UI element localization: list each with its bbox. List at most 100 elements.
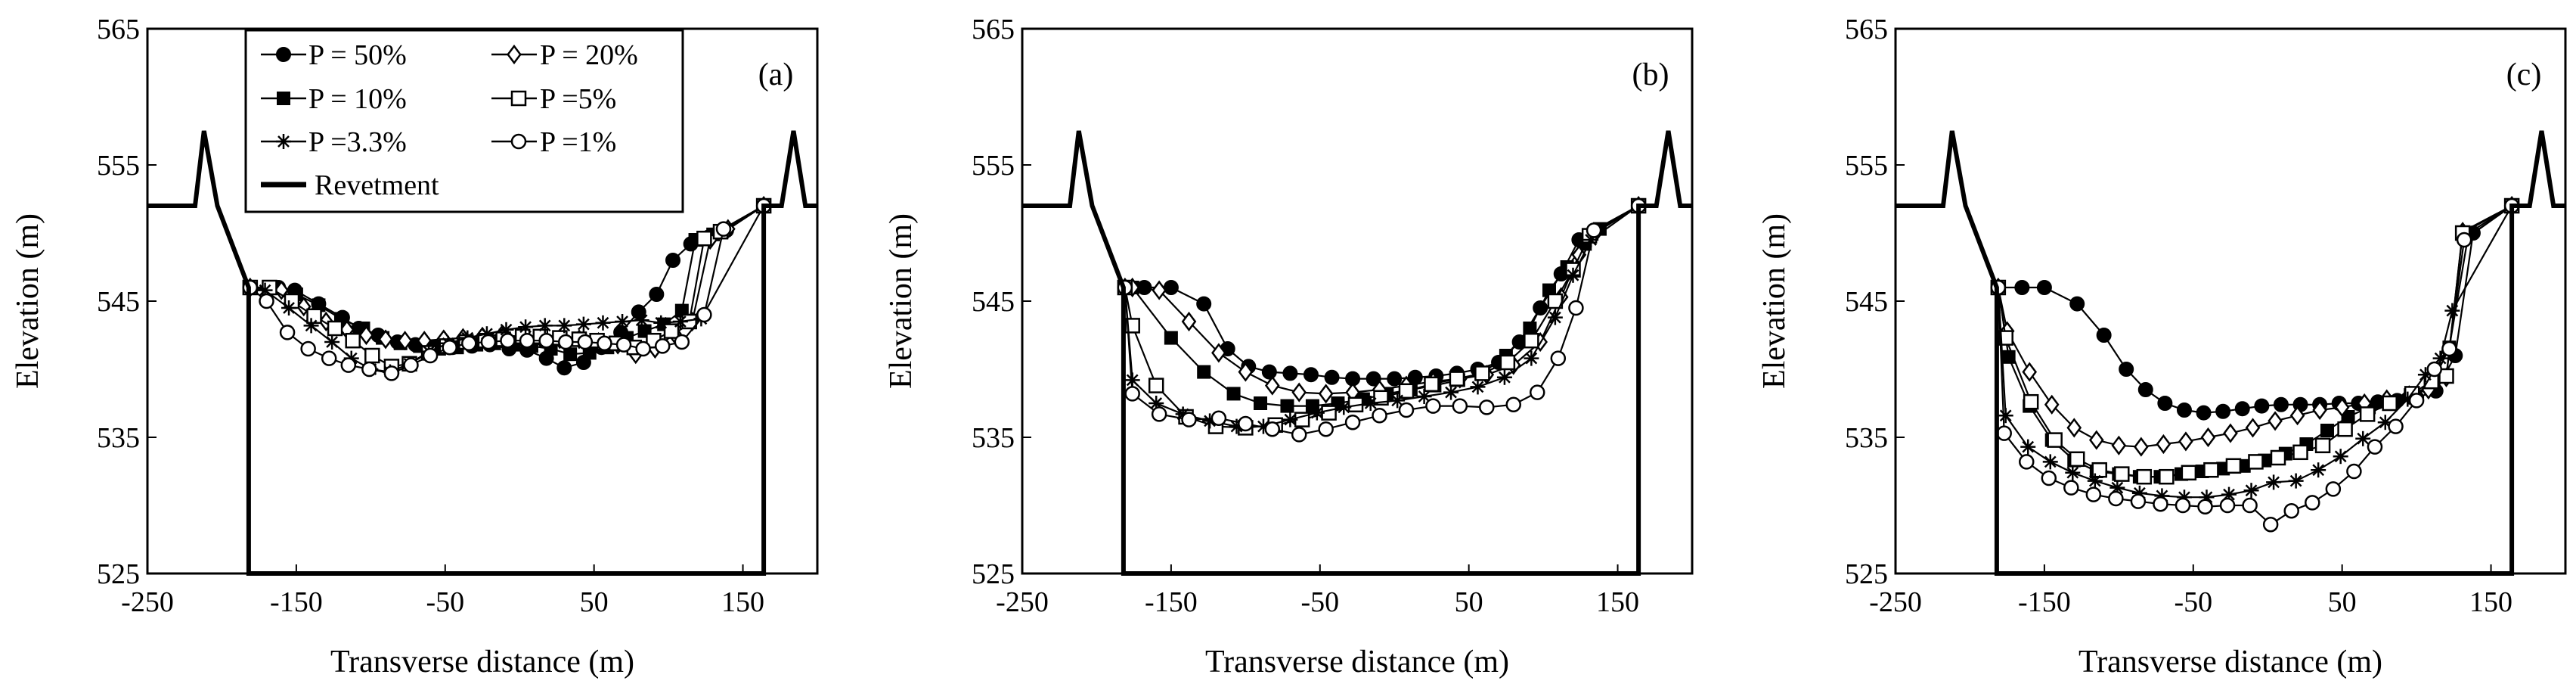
open-diamond-marker (358, 325, 374, 346)
x-axis-title: Transverse distance (m) (330, 645, 634, 679)
y-tick-label: 535 (972, 422, 1015, 454)
open-circle-marker (1124, 386, 1140, 402)
y-tick-label: 555 (972, 150, 1015, 182)
series-asterisk (1990, 198, 2520, 505)
legend-item-p5: P =5% (491, 83, 616, 115)
asterisk-marker (276, 134, 291, 149)
open-square-marker (2382, 395, 2398, 412)
open-circle-marker (403, 357, 419, 373)
open-circle-marker (300, 340, 316, 357)
y-tick-label: 555 (1845, 150, 1888, 182)
filled-circle-marker (2014, 280, 2030, 295)
open-circle-marker (1264, 421, 1281, 437)
open-circle-marker (1479, 399, 1495, 415)
legend-label: P = 20% (540, 39, 638, 71)
legend-label: P =3.3% (308, 126, 407, 158)
open-diamond-marker (2245, 418, 2261, 438)
series-layer (1117, 195, 1647, 443)
y-tick-label: 535 (1845, 422, 1888, 454)
open-diamond-marker (2066, 418, 2082, 438)
asterisk-marker (2355, 430, 2371, 446)
open-square-marker (2337, 421, 2353, 437)
open-circle-marker (510, 133, 527, 150)
open-square-marker (2069, 451, 2085, 468)
x-tick-label: -150 (2018, 586, 2071, 618)
asterisk-marker (2333, 449, 2348, 465)
open-circle-marker (2108, 490, 2124, 507)
legend: P = 50% P = 20% P = 10% P =5% P =3.3% P … (244, 29, 684, 213)
open-square-marker (2023, 393, 2039, 410)
open-square-marker (2159, 468, 2175, 485)
x-tick-label: -150 (270, 586, 323, 618)
filled-circle-marker (1303, 367, 1319, 383)
asterisk-marker (2444, 303, 2460, 319)
legend-label: P = 10% (308, 83, 407, 115)
panel-label: (b) (1632, 58, 1669, 92)
filled-circle-marker (2137, 382, 2153, 397)
asterisk-marker (1390, 393, 1406, 409)
filled-circle-marker (556, 360, 572, 376)
x-tick-label: 50 (2328, 586, 2357, 618)
asterisk-marker (575, 316, 591, 332)
x-tick-label: -250 (1869, 586, 1922, 618)
open-circle-marker (1372, 407, 1387, 424)
asterisk-marker (1565, 267, 1581, 283)
filled-circle-marker (2069, 296, 2085, 312)
open-diamond-marker (1291, 382, 1307, 402)
filled-circle-marker (2036, 280, 2052, 295)
open-circle-marker (2367, 439, 2383, 455)
y-ticks: 525 535 545 555 565 (97, 14, 157, 590)
open-diamond-marker (2268, 411, 2283, 431)
open-square-marker (2203, 462, 2219, 478)
x-tick-label: 150 (721, 586, 764, 618)
filled-square-marker (1523, 322, 1537, 335)
asterisk-marker (537, 318, 553, 334)
y-ticks: 525 535 545 555 565 (972, 14, 1031, 590)
filled-circle-marker (1196, 296, 1212, 312)
open-square-marker (2248, 454, 2264, 470)
open-diamond-marker (1181, 311, 1197, 332)
x-tick-label: -50 (426, 586, 464, 618)
asterisk-marker (2311, 462, 2326, 478)
open-circle-marker (2441, 340, 2457, 357)
x-tick-label: 50 (1455, 586, 1483, 618)
open-square-marker (1474, 365, 1490, 381)
open-square-marker (2270, 449, 2286, 466)
x-axis-title: Transverse distance (m) (2078, 645, 2382, 679)
filled-square-marker (277, 92, 290, 105)
revetment-line (1896, 130, 2565, 576)
y-tick-label: 565 (972, 14, 1015, 45)
open-square-marker (2359, 406, 2376, 422)
open-diamond-marker (2044, 394, 2060, 415)
open-square-marker (2292, 444, 2308, 461)
x-tick-label: -50 (2174, 586, 2212, 618)
open-square-marker (1449, 371, 1465, 387)
open-circle-marker (635, 340, 651, 357)
open-circle-marker (577, 334, 594, 350)
legend-item-p20: P = 20% (491, 39, 638, 71)
x-tick-label: 50 (580, 586, 609, 618)
asterisk-marker (1336, 399, 1352, 415)
open-square-marker (663, 323, 680, 339)
open-square-marker (345, 332, 361, 349)
open-circle-marker (2325, 481, 2342, 497)
open-circle-marker (2085, 486, 2102, 502)
asterisk-marker (2243, 483, 2259, 499)
open-circle-marker (1505, 396, 1521, 413)
asterisk-marker (1524, 350, 1539, 366)
panel-label: (c) (2506, 58, 2542, 92)
legend-marker-open-square (510, 90, 527, 107)
open-circle-marker (2219, 497, 2236, 514)
filled-circle-marker (649, 287, 665, 302)
open-circle-marker (442, 339, 457, 356)
x-tick-label: -250 (121, 586, 174, 618)
asterisk-marker (1309, 405, 1325, 421)
open-square-marker (2136, 468, 2153, 485)
open-circle-marker (1452, 398, 1468, 414)
open-circle-marker (422, 347, 439, 364)
legend-item-p10: P = 10% (261, 83, 407, 115)
filled-circle-marker (1261, 364, 1277, 380)
open-circle-marker (2242, 497, 2258, 514)
open-diamond-marker (507, 44, 522, 65)
